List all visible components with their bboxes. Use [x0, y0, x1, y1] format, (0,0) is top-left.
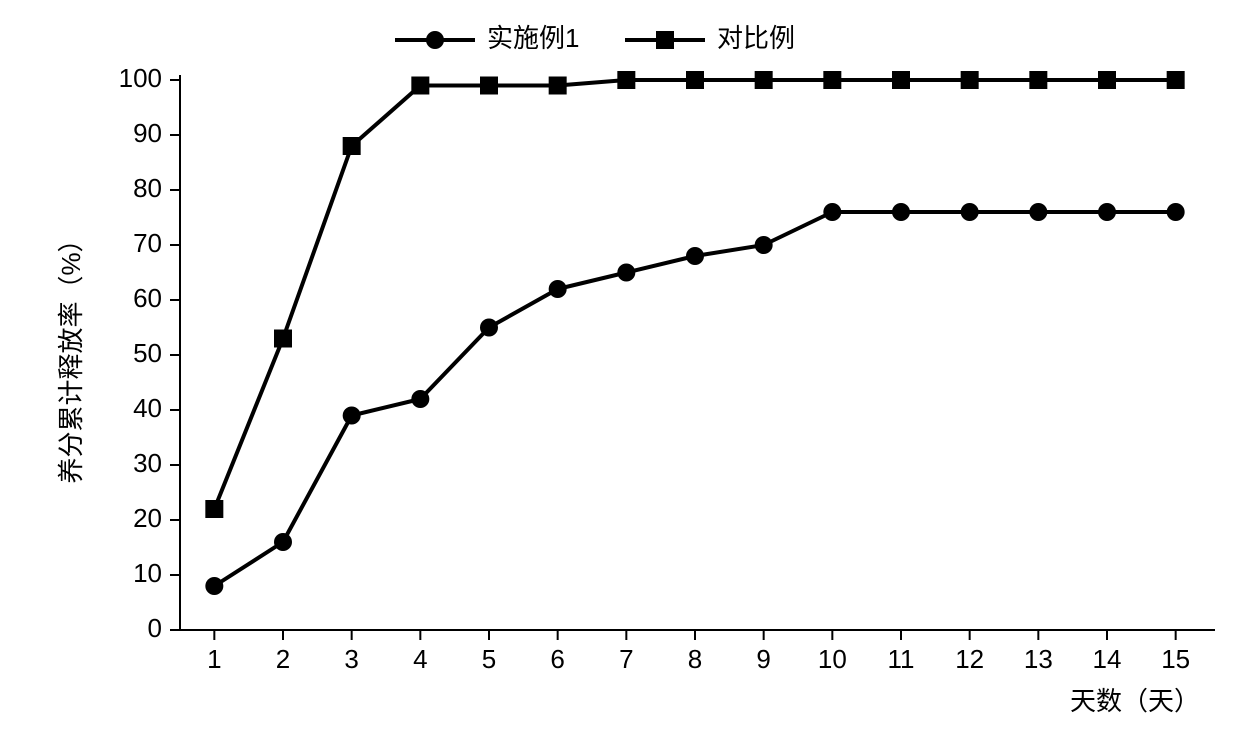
data-marker-square	[823, 71, 841, 89]
data-marker-square	[274, 330, 292, 348]
x-axis-label: 天数（天）	[1070, 686, 1200, 716]
data-marker-circle	[1029, 203, 1047, 221]
data-marker-circle	[961, 203, 979, 221]
x-tick-label: 12	[955, 644, 984, 674]
data-marker-circle	[823, 203, 841, 221]
y-tick-label: 20	[133, 503, 162, 533]
x-tick-label: 1	[207, 644, 221, 674]
x-tick-label: 3	[344, 644, 358, 674]
data-marker-square	[755, 71, 773, 89]
y-tick-label: 70	[133, 228, 162, 258]
x-tick-label: 10	[818, 644, 847, 674]
x-tick-label: 8	[688, 644, 702, 674]
data-marker-circle	[1167, 203, 1185, 221]
data-marker-circle	[343, 407, 361, 425]
data-marker-circle	[205, 577, 223, 595]
data-marker-square	[1029, 71, 1047, 89]
data-marker-circle	[617, 264, 635, 282]
data-marker-circle	[480, 319, 498, 337]
data-marker-circle	[426, 31, 444, 49]
release-rate-chart: 0102030405060708090100123456789101112131…	[0, 0, 1240, 751]
x-tick-label: 5	[482, 644, 496, 674]
chart-svg: 0102030405060708090100123456789101112131…	[0, 0, 1240, 751]
data-marker-square	[686, 71, 704, 89]
x-tick-label: 7	[619, 644, 633, 674]
data-marker-circle	[411, 390, 429, 408]
data-marker-square	[892, 71, 910, 89]
x-tick-label: 4	[413, 644, 427, 674]
data-marker-circle	[755, 236, 773, 254]
x-tick-label: 13	[1024, 644, 1053, 674]
legend-label: 实施例1	[487, 23, 579, 53]
data-marker-circle	[1098, 203, 1116, 221]
x-tick-label: 2	[276, 644, 290, 674]
y-tick-label: 90	[133, 118, 162, 148]
data-marker-square	[343, 137, 361, 155]
y-tick-label: 50	[133, 338, 162, 368]
data-marker-square	[1098, 71, 1116, 89]
data-marker-circle	[892, 203, 910, 221]
y-axis-label: 养分累计释放率（%）	[56, 226, 86, 483]
y-tick-label: 100	[119, 63, 162, 93]
data-marker-square	[617, 71, 635, 89]
data-marker-square	[961, 71, 979, 89]
data-marker-square	[411, 77, 429, 95]
y-tick-label: 10	[133, 558, 162, 588]
data-marker-circle	[549, 280, 567, 298]
data-marker-square	[480, 77, 498, 95]
y-tick-label: 30	[133, 448, 162, 478]
data-marker-circle	[274, 533, 292, 551]
data-marker-square	[549, 77, 567, 95]
data-marker-square	[205, 500, 223, 518]
data-marker-square	[656, 31, 674, 49]
y-tick-label: 40	[133, 393, 162, 423]
x-tick-label: 11	[888, 644, 915, 674]
legend-label: 对比例	[717, 23, 795, 53]
y-tick-label: 0	[148, 613, 162, 643]
data-marker-square	[1167, 71, 1185, 89]
data-marker-circle	[686, 247, 704, 265]
x-tick-label: 15	[1161, 644, 1190, 674]
y-tick-label: 60	[133, 283, 162, 313]
x-tick-label: 9	[756, 644, 770, 674]
x-tick-label: 14	[1093, 644, 1122, 674]
x-tick-label: 6	[550, 644, 564, 674]
y-tick-label: 80	[133, 173, 162, 203]
